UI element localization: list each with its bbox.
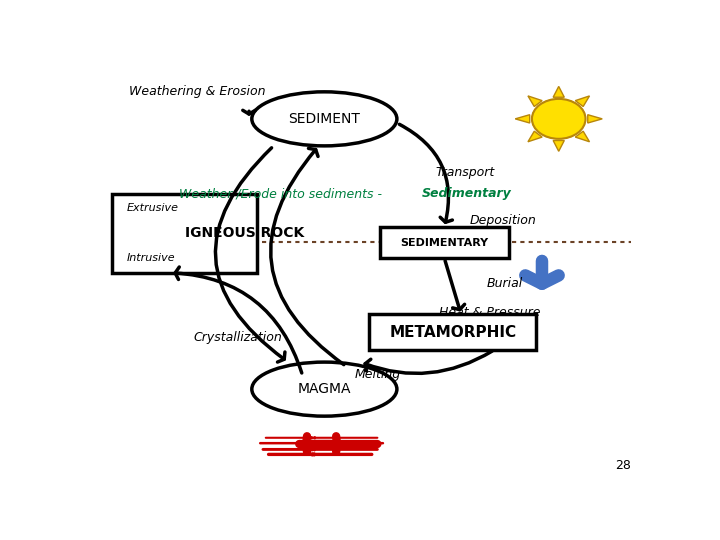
- Text: METAMORPHIC: METAMORPHIC: [389, 325, 516, 340]
- Text: Weathering & Erosion: Weathering & Erosion: [129, 85, 266, 98]
- FancyBboxPatch shape: [369, 314, 536, 349]
- Text: Burial: Burial: [486, 276, 523, 289]
- Polygon shape: [588, 114, 602, 123]
- Text: Transport: Transport: [436, 166, 495, 179]
- Text: Intrusive: Intrusive: [126, 253, 175, 263]
- Polygon shape: [575, 131, 590, 142]
- Text: Crystallization: Crystallization: [193, 330, 282, 343]
- FancyBboxPatch shape: [112, 194, 258, 273]
- Text: Weather /Erode into sediments -: Weather /Erode into sediments -: [179, 187, 386, 200]
- Polygon shape: [575, 96, 590, 106]
- Text: IGNEOUS ROCK: IGNEOUS ROCK: [185, 226, 304, 240]
- Text: Deposition: Deposition: [469, 214, 536, 227]
- Text: 28: 28: [616, 460, 631, 472]
- Text: SEDIMENT: SEDIMENT: [289, 112, 360, 126]
- Text: Melting: Melting: [355, 368, 401, 381]
- FancyBboxPatch shape: [380, 227, 508, 258]
- Polygon shape: [516, 114, 530, 123]
- Text: Heat & Pressure: Heat & Pressure: [438, 306, 540, 319]
- Polygon shape: [553, 140, 564, 151]
- Text: Extrusive: Extrusive: [126, 203, 179, 213]
- Text: MAGMA: MAGMA: [297, 382, 351, 396]
- Text: SEDIMENTARY: SEDIMENTARY: [400, 238, 488, 247]
- Text: Sedimentary: Sedimentary: [422, 187, 512, 200]
- Polygon shape: [528, 96, 542, 106]
- Polygon shape: [528, 131, 542, 142]
- Polygon shape: [553, 86, 564, 97]
- Circle shape: [532, 99, 585, 139]
